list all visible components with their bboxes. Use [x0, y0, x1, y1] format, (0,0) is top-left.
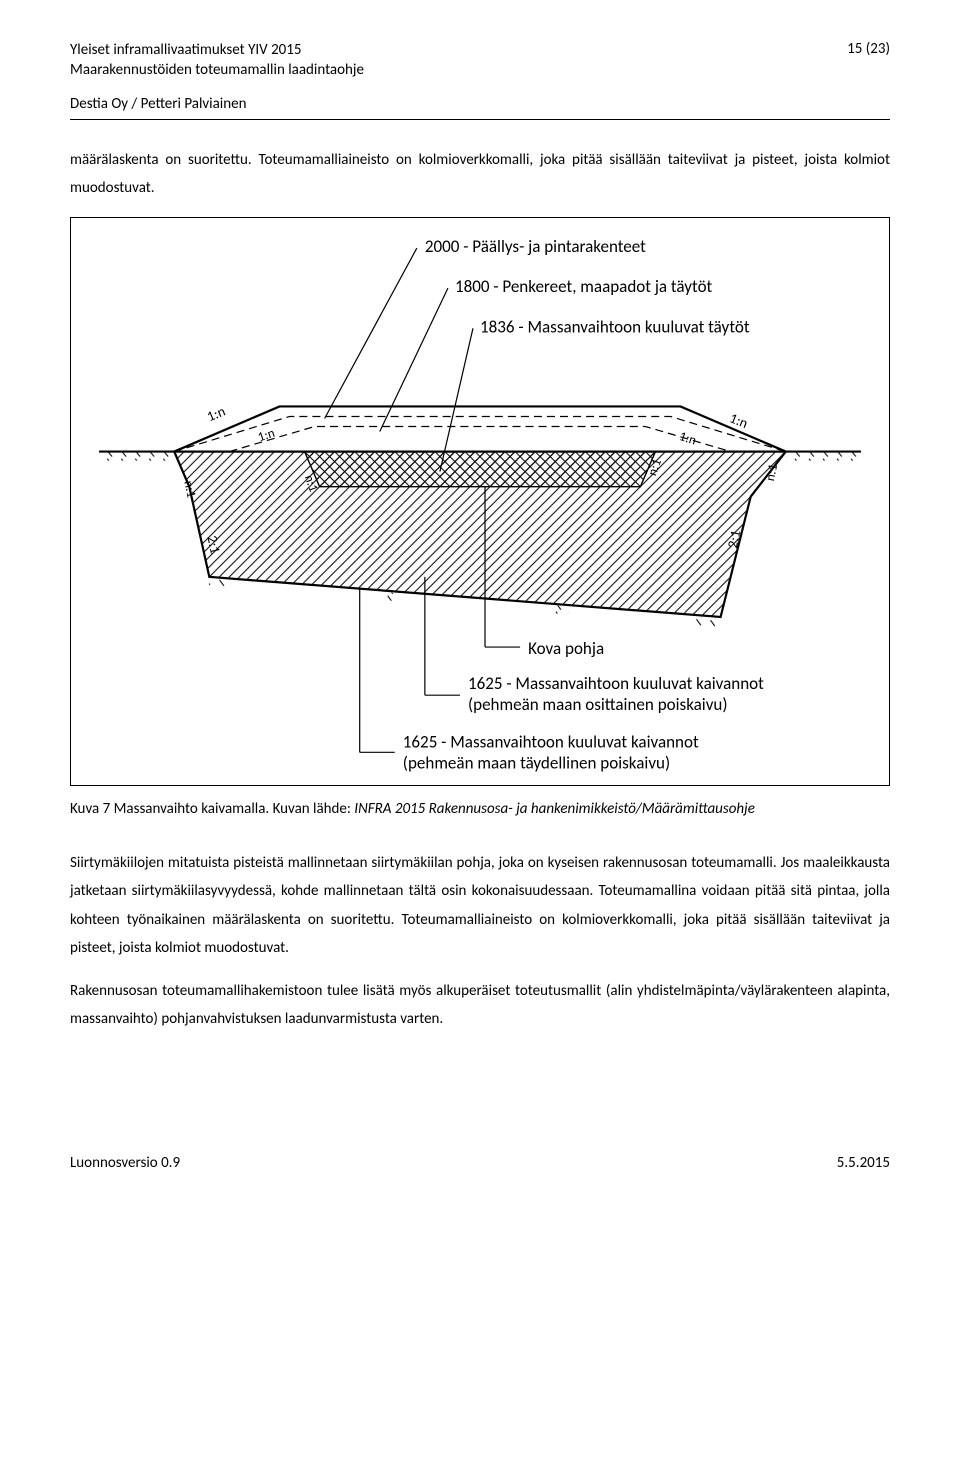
label-kova: Kova pohja	[528, 638, 604, 659]
figure-7: 2000 - Päällys- ja pintarakenteet 1800 -…	[70, 217, 890, 786]
body-para-1: Siirtymäkiilojen mitatuista pisteistä ma…	[70, 849, 890, 963]
body-para-2: Rakennusosan toteumamallihakemistoon tul…	[70, 977, 890, 1034]
label-1625b-2: (pehmeän maan täydellinen poiskaivu)	[403, 752, 670, 773]
header-rule	[70, 119, 890, 120]
page-footer: Luonnosversio 0.9 5.5.2015	[70, 1154, 890, 1172]
slope-n1-left: n:1	[180, 479, 198, 499]
slope-1n-left-inner: 1:n	[256, 425, 277, 445]
header-author: Destia Oy / Petteri Palviainen	[70, 95, 890, 113]
slope-1n-right-inner: 1:n	[677, 429, 698, 449]
caption-lead: Kuva 7 Massanvaihto kaivamalla. Kuvan lä…	[70, 800, 354, 818]
label-1625b-1: 1625 - Massanvaihtoon kuuluvat kaivannot	[403, 731, 699, 752]
page-number: 15 (23)	[847, 40, 890, 58]
slope-21-left: 2:1	[203, 534, 223, 555]
header-title-2: Maarakennustöiden toteumamallin laadinta…	[70, 60, 890, 80]
label-1836: 1836 - Massanvaihtoon kuuluvat täytöt	[480, 316, 750, 337]
label-1625a-1: 1625 - Massanvaihtoon kuuluvat kaivannot	[468, 673, 764, 694]
figure-caption: Kuva 7 Massanvaihto kaivamalla. Kuvan lä…	[70, 796, 890, 823]
footer-version: Luonnosversio 0.9	[70, 1154, 180, 1172]
slope-21-right: 2:1	[724, 528, 744, 549]
slope-1n-left: 1:n	[204, 402, 227, 425]
label-2000: 2000 - Päällys- ja pintarakenteet	[425, 236, 646, 257]
label-1800: 1800 - Penkereet, maapadot ja täytöt	[455, 276, 713, 297]
label-1625a-2: (pehmeän maan osittainen poiskaivu)	[468, 694, 728, 715]
intro-paragraph: määrälaskenta on suoritettu. Toteumamall…	[70, 146, 890, 203]
page-header: Yleiset inframallivaatimukset YIV 2015 1…	[70, 40, 890, 113]
footer-date: 5.5.2015	[837, 1154, 890, 1172]
caption-source: INFRA 2015 Rakennusosa- ja hankenimikkei…	[354, 800, 755, 818]
slope-n1-right: n:1	[763, 462, 781, 482]
header-title-1: Yleiset inframallivaatimukset YIV 2015	[70, 40, 890, 60]
